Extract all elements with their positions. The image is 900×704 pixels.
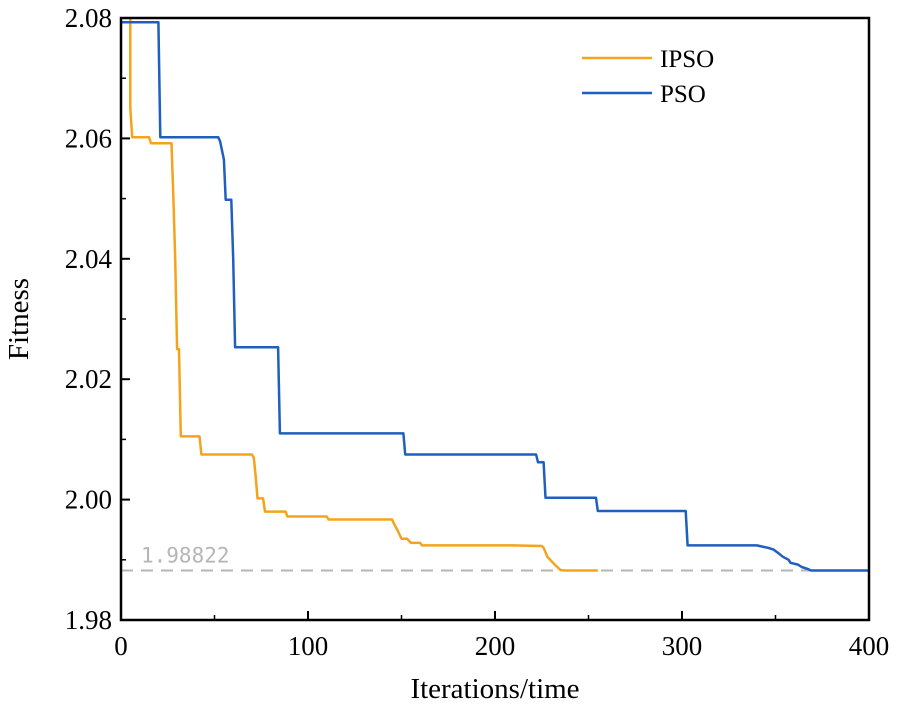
y-tick-label: 2.04 xyxy=(65,244,113,274)
tick-layer: 0 100 200 300 400 1.98 2.00 2.02 2.04 2.06 2.08 xyxy=(65,3,890,661)
y-tick-label: 2.06 xyxy=(65,123,112,153)
reference-layer: 1.98822 xyxy=(121,544,869,572)
y-tick-label: 2.02 xyxy=(65,364,112,394)
x-tick-label: 400 xyxy=(849,631,890,661)
x-tick-label: 0 xyxy=(114,631,128,661)
series-line-pso xyxy=(121,20,869,572)
y-axis-label: Fitness xyxy=(3,278,35,360)
y-tick-label: 2.00 xyxy=(65,485,112,515)
x-tick-label: 300 xyxy=(662,631,703,661)
plot-frame xyxy=(119,16,871,622)
series-layer xyxy=(121,18,869,572)
legend: IPSO PSO xyxy=(582,46,714,108)
series-line-ipso xyxy=(129,18,598,572)
y-tick-label: 2.08 xyxy=(65,3,112,33)
legend-label-ipso: IPSO xyxy=(660,46,714,73)
reference-line-label: 1.98822 xyxy=(141,544,230,568)
x-tick-label: 200 xyxy=(475,631,516,661)
y-tick-label: 1.98 xyxy=(65,605,112,635)
x-axis-label: Iterations/time xyxy=(410,673,579,704)
legend-label-pso: PSO xyxy=(660,81,706,108)
x-tick-label: 100 xyxy=(288,631,329,661)
